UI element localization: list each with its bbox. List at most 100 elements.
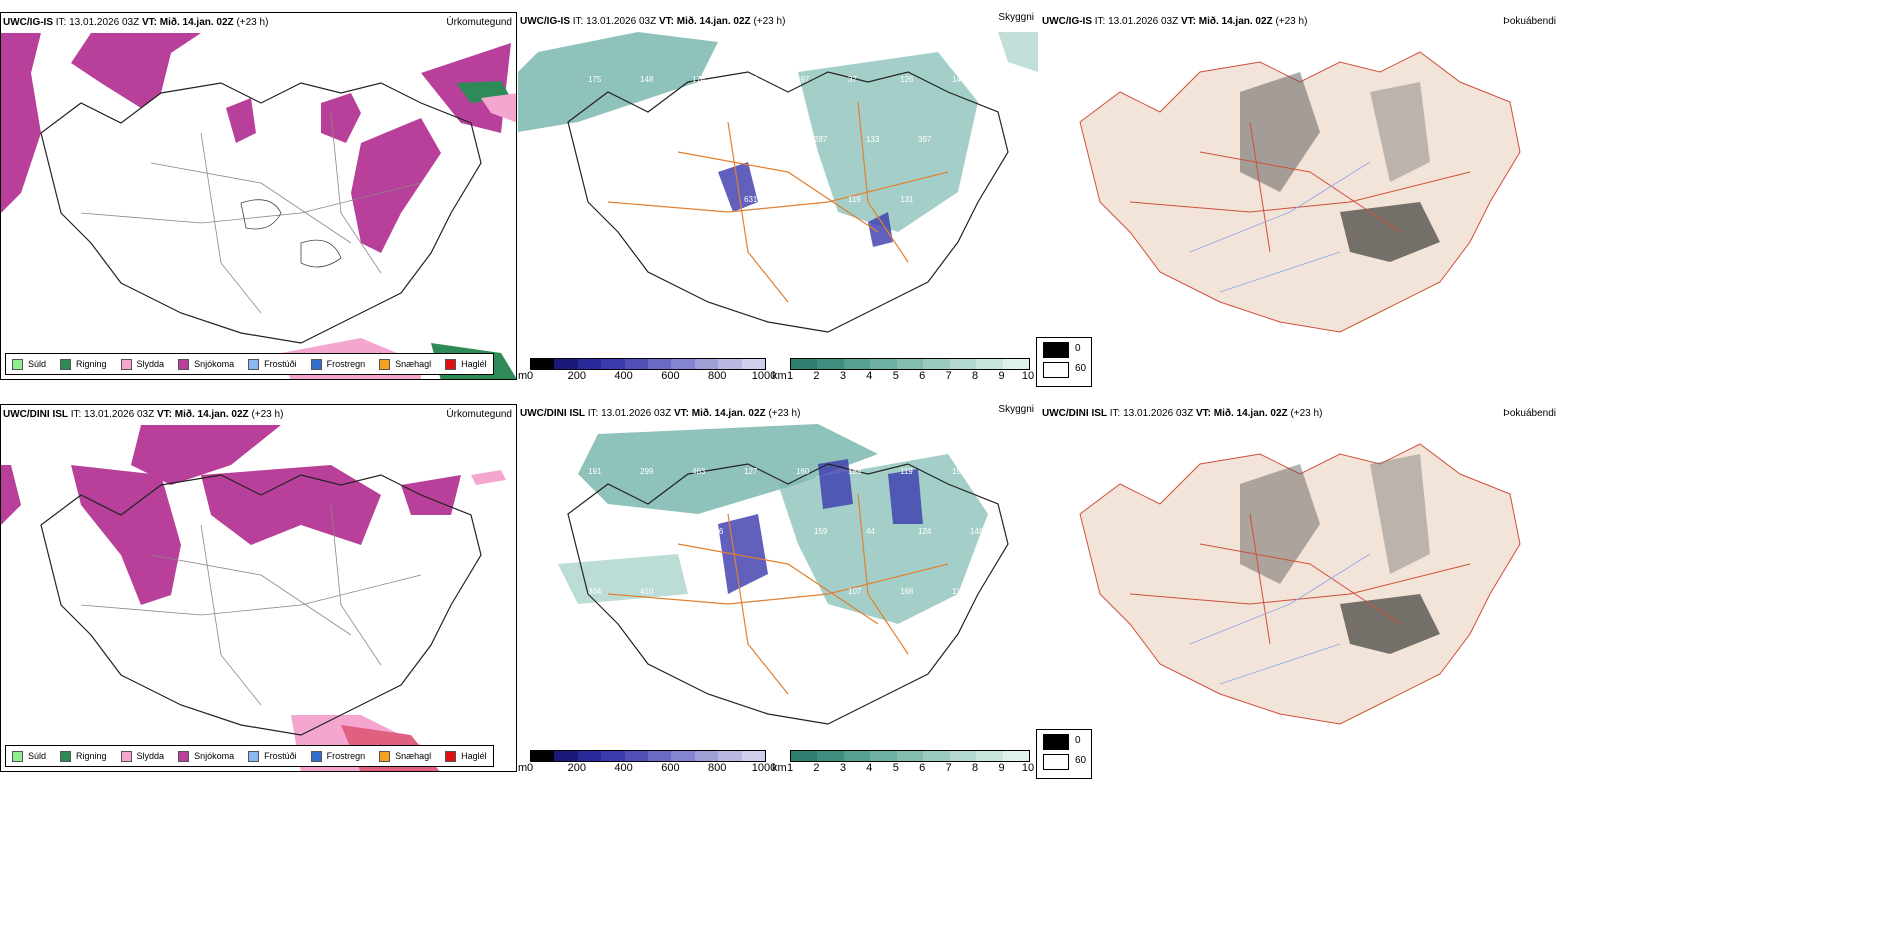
legend-item: Snjókoma bbox=[178, 358, 235, 370]
colorbar-cell bbox=[1002, 751, 1029, 761]
colorbar-tick: 2 bbox=[813, 370, 820, 382]
snow-area bbox=[1, 33, 41, 213]
legend-item: Snæhagl bbox=[379, 750, 432, 762]
colorbar-cell bbox=[577, 751, 602, 761]
visibility-low-area bbox=[558, 554, 688, 604]
colorbar-cell bbox=[976, 751, 1003, 761]
colorbar-tick: 8 bbox=[972, 370, 979, 382]
colorbar-unit: km bbox=[772, 370, 787, 382]
legend-label: Frostregn bbox=[326, 359, 366, 369]
snow-area bbox=[401, 475, 461, 515]
snow-area bbox=[71, 33, 201, 108]
colorbar-cell bbox=[601, 359, 625, 369]
legend-item: Haglél bbox=[445, 750, 487, 762]
coastline bbox=[567, 71, 1009, 333]
fog-area bbox=[1370, 82, 1430, 182]
colorbar-tick: 5 bbox=[892, 370, 899, 382]
panel-header: UWC/DINI ISL IT: 13.01.2026 03Z VT: Mið.… bbox=[1042, 408, 1323, 419]
road-network bbox=[1129, 121, 1471, 253]
legend-label: Súld bbox=[28, 751, 47, 761]
colorbar-cell bbox=[671, 751, 695, 761]
legend-label: Haglél bbox=[461, 359, 487, 369]
colorbar-tick: 4 bbox=[866, 762, 873, 774]
precip-type-legend: Súld Rigning Slydda Snjókoma Frostúði Frostre… bbox=[5, 745, 494, 767]
legend-swatch bbox=[120, 750, 132, 762]
colorbar-cell bbox=[718, 359, 742, 369]
colorbar-cell bbox=[791, 359, 818, 369]
road-network bbox=[607, 493, 949, 695]
legend-label: Frostregn bbox=[326, 751, 366, 761]
colorbar-tick: 8 bbox=[972, 762, 979, 774]
colorbar-cell bbox=[817, 359, 844, 369]
legend-swatch bbox=[12, 358, 23, 370]
colorbar-tick: 800 bbox=[708, 370, 727, 382]
legend-item: Rigning bbox=[60, 750, 107, 762]
legend-swatch bbox=[60, 358, 72, 370]
colorbar-cell bbox=[949, 751, 977, 761]
visibility-low-area bbox=[798, 52, 978, 232]
snow-area bbox=[71, 465, 181, 605]
snow-area bbox=[226, 98, 256, 143]
precip-type-panel-2: UWC/DINI ISL IT: 13.01.2026 03Z VT: Mið.… bbox=[0, 404, 517, 772]
rivers bbox=[1189, 161, 1371, 293]
legend-label: Snjókoma bbox=[194, 359, 235, 369]
colorbar-tick: 9 bbox=[998, 370, 1005, 382]
colorbar-tick: 200 bbox=[567, 762, 586, 774]
colorbar-cell bbox=[741, 359, 766, 369]
visibility-map-2 bbox=[558, 424, 1009, 725]
legend-label: Frostúði bbox=[264, 359, 297, 369]
legend-item: Frostúði bbox=[248, 750, 297, 762]
colorbar-tick: 0 bbox=[526, 762, 534, 774]
colorbar-tick: 1000 bbox=[751, 370, 777, 382]
visibility-panel-1: 175 148 174 213 197 37 126 143 161 150 104 270 287 13… bbox=[518, 12, 1038, 380]
visibility-panel-2: 191 299 463 127 160 189 119 152 259 182 126 172 159 4… bbox=[518, 404, 1038, 772]
legend-item: Slydda bbox=[120, 750, 165, 762]
colorbar-tick: 9 bbox=[998, 762, 1005, 774]
sleet-area bbox=[471, 470, 506, 485]
glacier-outline bbox=[240, 199, 342, 268]
legend-label: Snjókoma bbox=[194, 751, 235, 761]
colorbar-cell bbox=[870, 359, 897, 369]
legend-item: Súld bbox=[12, 750, 47, 762]
colorbar-cell bbox=[923, 751, 950, 761]
legend-swatch bbox=[310, 750, 322, 762]
colorbar-cell bbox=[694, 359, 719, 369]
colorbar-tick: 600 bbox=[661, 370, 680, 382]
road-network bbox=[1129, 513, 1471, 645]
coastline bbox=[40, 474, 482, 736]
colorbar-tick: 10 bbox=[1021, 762, 1035, 774]
colorbar-tick: 1 bbox=[786, 370, 794, 382]
colorbar-tick: 3 bbox=[839, 370, 846, 382]
visibility-km-colorbar: km 1 2 3 4 5 6 7 8 9 10 bbox=[772, 358, 1034, 388]
snow-area bbox=[201, 465, 381, 545]
colorbar-cell bbox=[896, 359, 924, 369]
colorbar-cell bbox=[531, 751, 555, 761]
colorbar-cell bbox=[601, 751, 625, 761]
colorbar-cell bbox=[1002, 359, 1029, 369]
snow-area bbox=[131, 425, 281, 485]
panel-header: UWC/IG-IS IT: 13.01.2026 03Z VT: Mið. 14… bbox=[3, 17, 269, 28]
colorbar-tick: 3 bbox=[839, 762, 846, 774]
legend-item: Frostregn bbox=[310, 358, 366, 370]
cloud-legend: 0 60 bbox=[1036, 729, 1092, 779]
precip-type-legend: Súld Rigning Slydda Snjókoma Frostúði Frostre… bbox=[5, 353, 494, 375]
panel-header: UWC/DINI ISL IT: 13.01.2026 03Z VT: Mið.… bbox=[520, 408, 801, 419]
legend-label: Rigning bbox=[76, 751, 107, 761]
cloud-map-2 bbox=[1079, 443, 1521, 725]
legend-swatch bbox=[248, 358, 260, 370]
snow-area bbox=[1, 465, 21, 525]
colorbar-tick: 7 bbox=[945, 762, 952, 774]
colorbar-unit: m bbox=[518, 370, 528, 382]
legend-label: Slydda bbox=[136, 751, 165, 761]
snow-area bbox=[351, 118, 441, 253]
precip-type-panel-1: UWC/IG-IS IT: 13.01.2026 03Z VT: Mið. 14… bbox=[0, 12, 517, 380]
colorbar-cell bbox=[577, 359, 602, 369]
colorbar-cell bbox=[648, 359, 672, 369]
legend-swatch bbox=[178, 750, 190, 762]
road-network bbox=[607, 101, 949, 303]
fog-area bbox=[1340, 202, 1440, 262]
legend-label: Snæhagl bbox=[395, 751, 432, 761]
colorbar-cell bbox=[817, 751, 844, 761]
legend-swatch bbox=[445, 750, 457, 762]
rivers bbox=[1189, 553, 1371, 685]
